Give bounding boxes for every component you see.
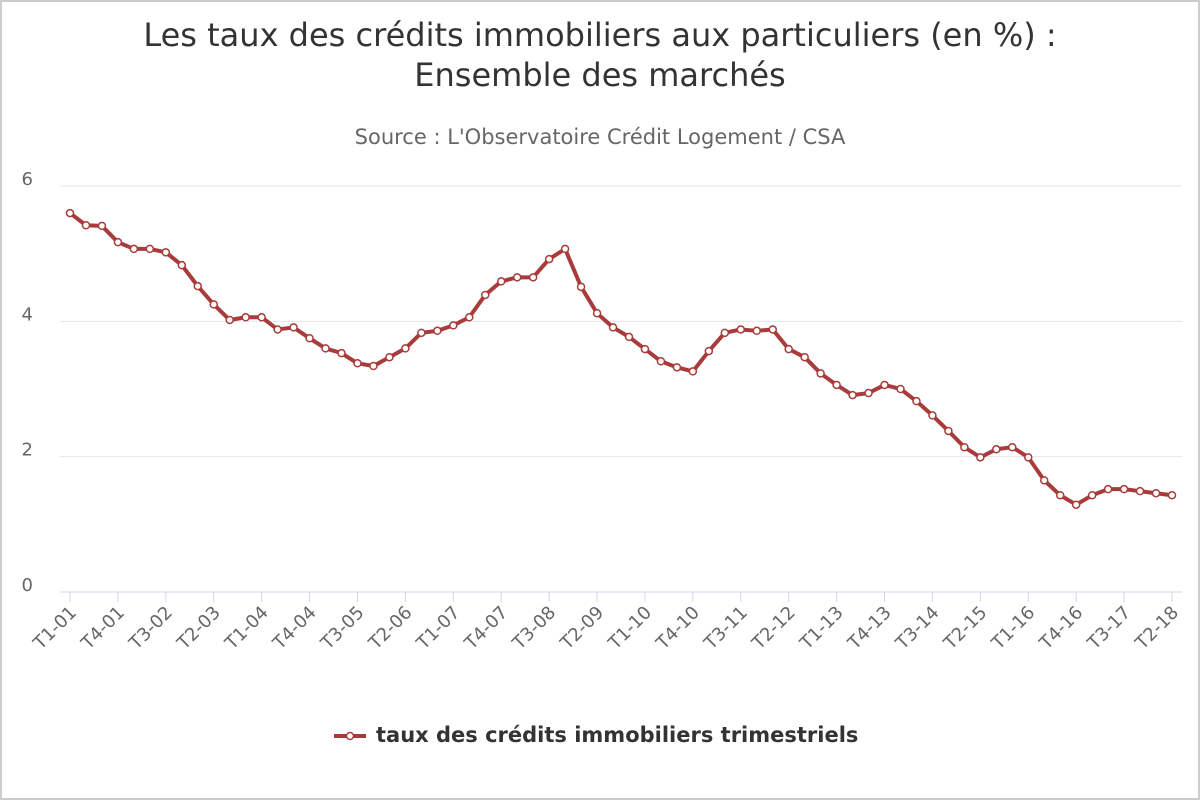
- data-point: [736, 325, 746, 334]
- data-point: [97, 221, 107, 231]
- data-point: [496, 277, 506, 286]
- data-point: [193, 281, 203, 291]
- data-point: [672, 363, 682, 372]
- data-point: [465, 313, 474, 322]
- data-point: [289, 323, 298, 332]
- data-point: [129, 244, 139, 254]
- data-point: [976, 453, 985, 462]
- data-point: [640, 344, 650, 354]
- data-point: [544, 254, 554, 264]
- legend-marker: [345, 731, 355, 741]
- y-tick-label: 0: [22, 575, 33, 596]
- data-point: [864, 388, 873, 398]
- data-point: [800, 352, 809, 362]
- data-point: [273, 325, 282, 334]
- data-point: [1087, 490, 1097, 500]
- data-point: [417, 328, 426, 338]
- data-point: [1024, 453, 1033, 462]
- data-point: [1135, 486, 1145, 496]
- y-tick-label: 2: [22, 440, 33, 461]
- data-point: [896, 384, 905, 394]
- chart-subtitle: Source : L'Observatoire Crédit Logement …: [355, 125, 846, 149]
- data-point: [177, 260, 187, 270]
- data-point: [305, 334, 314, 343]
- data-point: [1151, 488, 1161, 498]
- data-point: [704, 346, 714, 356]
- legend-label: taux des crédits immobiliers trimestriel…: [376, 723, 858, 747]
- data-point: [656, 357, 666, 366]
- data-point: [337, 348, 346, 358]
- chart-title: Les taux des crédits immobiliers aux par…: [143, 16, 1056, 54]
- data-point: [1119, 484, 1129, 494]
- data-point: [241, 313, 250, 322]
- data-point: [576, 282, 586, 292]
- data-point: [1008, 442, 1017, 452]
- data-point: [592, 308, 602, 318]
- data-point: [992, 444, 1001, 454]
- data-point: [1039, 476, 1049, 485]
- data-point: [608, 323, 618, 332]
- data-point: [752, 326, 762, 336]
- data-point: [353, 359, 362, 368]
- data-point: [848, 390, 857, 400]
- data-point: [369, 361, 378, 371]
- data-point: [161, 248, 171, 257]
- data-point: [385, 352, 394, 362]
- chart-title: Ensemble des marchés: [414, 56, 785, 94]
- data-point: [209, 300, 218, 309]
- data-point: [225, 315, 234, 325]
- y-tick-label: 6: [22, 169, 33, 190]
- data-point: [480, 290, 490, 300]
- data-point: [1071, 500, 1081, 509]
- data-point: [816, 369, 825, 378]
- data-point: [65, 208, 75, 218]
- data-point: [688, 367, 698, 376]
- data-point: [912, 396, 921, 406]
- data-point: [768, 325, 777, 334]
- data-point: [560, 244, 570, 254]
- data-point: [624, 332, 634, 342]
- data-point: [960, 442, 969, 452]
- data-point: [449, 321, 458, 330]
- data-point: [1103, 484, 1113, 494]
- data-point: [401, 344, 410, 353]
- data-point: [257, 313, 266, 322]
- data-point: [944, 426, 953, 436]
- data-point: [784, 344, 793, 354]
- y-tick-label: 4: [22, 304, 33, 325]
- data-point: [832, 380, 841, 390]
- data-point: [81, 220, 91, 230]
- data-point: [880, 380, 889, 390]
- data-point: [720, 328, 730, 338]
- data-point: [433, 326, 442, 336]
- data-point: [1167, 490, 1177, 500]
- data-line: [68, 211, 1173, 507]
- data-point: [145, 244, 155, 254]
- data-point: [928, 411, 937, 420]
- data-point: [321, 344, 330, 353]
- data-point: [528, 273, 538, 282]
- data-point: [512, 273, 522, 282]
- data-point: [1055, 490, 1065, 500]
- data-point: [113, 237, 123, 247]
